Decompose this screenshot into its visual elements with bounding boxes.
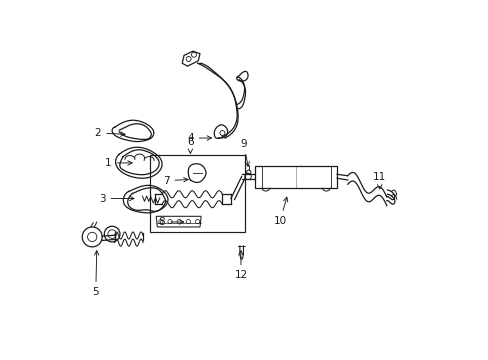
Text: 10: 10 [273,197,287,226]
Text: 12: 12 [234,251,247,280]
Text: 6: 6 [187,136,193,153]
Text: 1: 1 [105,158,132,168]
Text: 8: 8 [158,217,183,227]
Text: 11: 11 [372,172,386,189]
Text: 3: 3 [99,194,134,203]
Text: 4: 4 [187,133,211,143]
Text: 9: 9 [240,139,249,166]
Text: 2: 2 [94,128,125,138]
Text: 5: 5 [92,251,99,297]
Text: 7: 7 [163,176,188,186]
